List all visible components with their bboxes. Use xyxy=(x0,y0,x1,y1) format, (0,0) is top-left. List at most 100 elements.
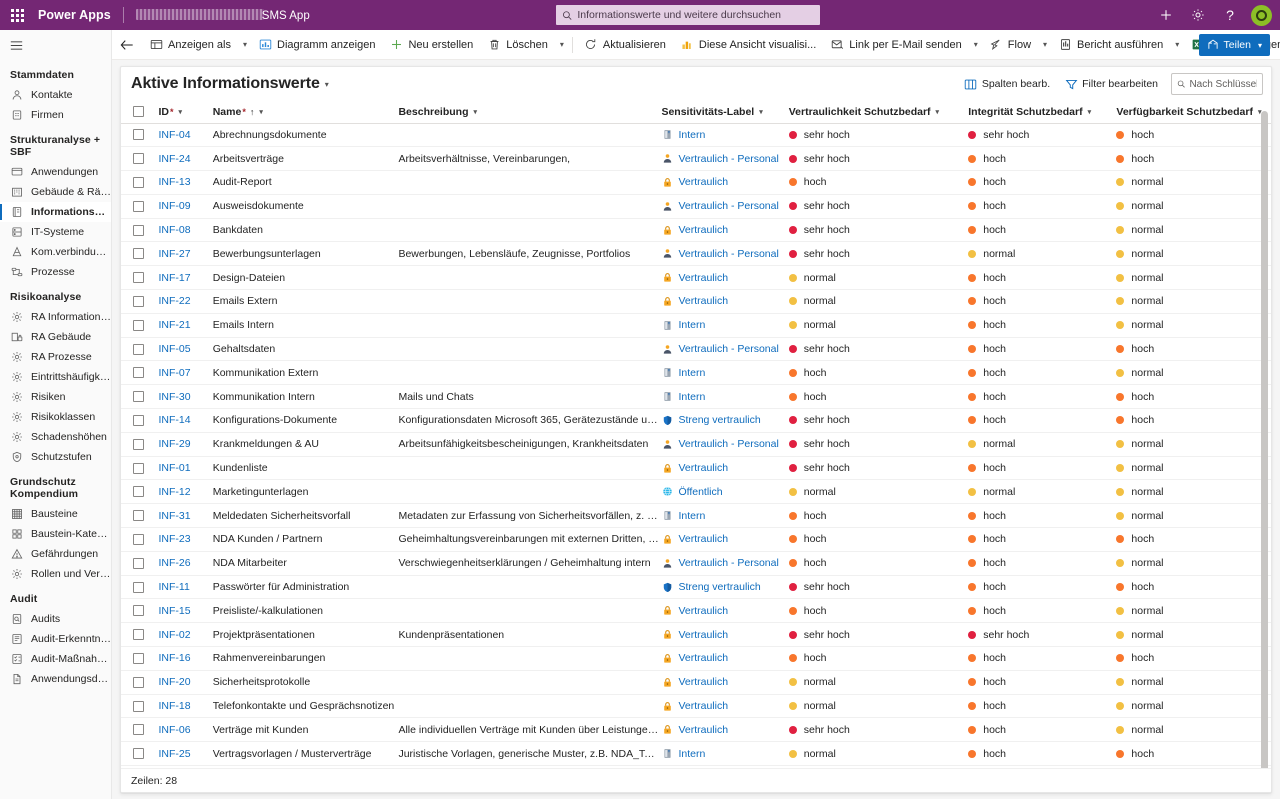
chevron-down-icon[interactable]: ▾ xyxy=(1257,108,1262,116)
row-select-cell[interactable] xyxy=(121,337,157,362)
row-select-cell[interactable] xyxy=(121,717,157,743)
row-checkbox[interactable] xyxy=(133,391,144,403)
row-select-cell[interactable] xyxy=(121,503,157,529)
table-row[interactable]: INF-04 Abrechnungsdokumente Intern sehr hoc… xyxy=(121,123,1271,148)
cell-sensitivitaet[interactable]: Intern xyxy=(659,503,787,529)
sidebar-item-rollen-und-verantwo[interactable]: Rollen und Verantwo... xyxy=(0,564,111,584)
select-all-header[interactable] xyxy=(121,101,157,124)
command-anzeigen-als[interactable]: Anzeigen als xyxy=(142,32,238,58)
command-flow[interactable]: Flow xyxy=(982,32,1038,58)
table-row[interactable]: INF-16 Rahmenvereinbarungen Vertraulich hoc… xyxy=(121,646,1271,671)
cell-id[interactable]: INF-08 xyxy=(156,218,211,243)
keyword-search-input[interactable] xyxy=(1189,78,1257,90)
sidebar-item-baustein-kategorien[interactable]: Baustein-Kategorien xyxy=(0,524,111,544)
table-row[interactable]: INF-29 Krankmeldungen & AU Arbeitsunfähigk… xyxy=(121,432,1271,457)
chevron-down-icon[interactable]: ▾ xyxy=(973,40,978,49)
cell-sensitivitaet[interactable]: Vertraulich xyxy=(659,598,787,624)
waffle-icon[interactable] xyxy=(0,0,34,30)
row-select-cell[interactable] xyxy=(121,741,157,767)
row-select-cell[interactable] xyxy=(121,575,157,600)
record-id-link[interactable]: INF-13 xyxy=(158,176,191,189)
select-all-checkbox[interactable] xyxy=(133,106,144,118)
record-id-link[interactable]: INF-05 xyxy=(158,343,191,356)
table-row[interactable]: INF-23 NDA Kunden / Partnern Geheimhaltung… xyxy=(121,527,1271,552)
row-select-cell[interactable] xyxy=(121,479,157,505)
cell-sensitivitaet[interactable]: Vertraulich xyxy=(659,670,787,695)
sidebar-item-ra-geb-ude[interactable]: RA Gebäude xyxy=(0,327,111,347)
cell-sensitivitaet[interactable]: Vertraulich xyxy=(659,218,787,243)
table-row[interactable]: INF-27 Bewerbungsunterlagen Bewerbungen, L… xyxy=(121,241,1271,267)
row-checkbox[interactable] xyxy=(133,343,144,355)
record-id-link[interactable]: INF-06 xyxy=(158,723,191,736)
column-header-integritaet[interactable]: Integrität Schutzbedarf ▾ xyxy=(966,101,1115,124)
row-checkbox[interactable] xyxy=(133,272,144,284)
record-id-link[interactable]: INF-17 xyxy=(158,271,191,284)
sidebar-item-audit-erkenntnisse[interactable]: Audit-Erkenntnisse xyxy=(0,629,111,649)
table-row[interactable]: INF-11 Passwörter für Administration Stren… xyxy=(121,575,1271,600)
chevron-down-icon[interactable]: ▾ xyxy=(759,108,763,116)
row-select-cell[interactable] xyxy=(121,384,157,410)
sidebar-item-schutzstufen[interactable]: Schutzstufen xyxy=(0,447,111,467)
row-checkbox[interactable] xyxy=(133,200,144,212)
cell-sensitivitaet[interactable]: Vertraulich - Personal xyxy=(659,551,787,576)
table-row[interactable]: INF-05 Gehaltsdaten Vertraulich - Personal… xyxy=(121,337,1271,362)
cell-id[interactable]: INF-01 xyxy=(156,456,211,481)
plus-icon[interactable] xyxy=(1152,1,1180,29)
row-checkbox[interactable] xyxy=(133,724,144,736)
record-id-link[interactable]: INF-31 xyxy=(158,509,191,522)
global-search-input[interactable] xyxy=(577,9,814,21)
cell-sensitivitaet[interactable]: Intern xyxy=(659,313,787,338)
cell-id[interactable]: INF-06 xyxy=(156,717,211,743)
row-checkbox[interactable] xyxy=(133,129,144,141)
row-checkbox[interactable] xyxy=(133,510,144,522)
row-checkbox[interactable] xyxy=(133,605,144,617)
cell-sensitivitaet[interactable]: Vertraulich xyxy=(659,717,787,743)
column-header-name[interactable]: Name * ↑ ▾ xyxy=(210,101,397,124)
app-name-label[interactable]: SMS App xyxy=(135,8,310,22)
table-row[interactable]: INF-07 Kommunikation Extern Intern hoch hoch… xyxy=(121,360,1271,386)
sidebar-item-audits[interactable]: Audits xyxy=(0,609,111,629)
record-id-link[interactable]: INF-11 xyxy=(158,581,190,594)
row-select-cell[interactable] xyxy=(121,146,157,172)
table-row[interactable]: INF-17 Design-Dateien Vertraulich normal hoc… xyxy=(121,265,1271,291)
table-row[interactable]: INF-26 NDA Mitarbeiter Verschwiegenheitser… xyxy=(121,551,1271,576)
cell-id[interactable]: INF-09 xyxy=(156,194,211,219)
record-id-link[interactable]: INF-25 xyxy=(158,747,191,760)
command-diese-ansicht-visualisi[interactable]: Diese Ansicht visualisi... xyxy=(673,32,823,58)
cell-id[interactable]: INF-05 xyxy=(156,337,211,362)
cell-id[interactable]: INF-04 xyxy=(156,123,211,148)
cell-id[interactable]: INF-31 xyxy=(156,503,211,529)
row-checkbox[interactable] xyxy=(133,414,144,426)
table-row[interactable]: INF-12 Marketingunterlagen Öffentlich norma… xyxy=(121,479,1271,505)
row-select-cell[interactable] xyxy=(121,123,157,148)
edit-filters-button[interactable]: Filter bearbeiten xyxy=(1058,72,1164,96)
table-row[interactable]: INF-30 Kommunikation Intern Mails und Chat… xyxy=(121,384,1271,410)
table-row[interactable]: INF-02 Projektpräsentationen Kundenpräsent… xyxy=(121,622,1271,648)
record-id-link[interactable]: INF-20 xyxy=(158,676,191,689)
cell-sensitivitaet[interactable]: Vertraulich - Personal xyxy=(659,194,787,219)
row-checkbox[interactable] xyxy=(133,629,144,641)
cell-sensitivitaet[interactable]: Öffentlich xyxy=(659,479,787,505)
sidebar-item-geb-ude-r-ume[interactable]: Gebäude & Räume xyxy=(0,182,111,202)
sidebar-item-audit-ma-nahmen[interactable]: Audit-Maßnahmen xyxy=(0,649,111,669)
sidebar-item-informationswerte[interactable]: Informationswerte xyxy=(0,202,111,222)
cell-sensitivitaet[interactable]: Vertraulich - Personal xyxy=(659,241,787,267)
row-checkbox[interactable] xyxy=(133,295,144,307)
row-select-cell[interactable] xyxy=(121,360,157,386)
table-row[interactable]: INF-06 Verträge mit Kunden Alle individuel… xyxy=(121,717,1271,743)
cell-sensitivitaet[interactable]: Vertraulich - Personal xyxy=(659,337,787,362)
sidebar-item-it-systeme[interactable]: IT-Systeme xyxy=(0,222,111,242)
row-checkbox[interactable] xyxy=(133,319,144,331)
table-row[interactable]: INF-24 Arbeitsverträge Arbeitsverhältnisse… xyxy=(121,146,1271,172)
sidebar-item-anwendungsdokum[interactable]: Anwendungsdokum... xyxy=(0,669,111,689)
sidebar-item-risikoklassen[interactable]: Risikoklassen xyxy=(0,407,111,427)
cell-id[interactable]: INF-16 xyxy=(156,646,211,671)
table-row[interactable]: INF-20 Sicherheitsprotokolle Vertraulich no… xyxy=(121,670,1271,695)
cell-id[interactable]: INF-24 xyxy=(156,146,211,172)
row-checkbox[interactable] xyxy=(133,652,144,664)
record-id-link[interactable]: INF-29 xyxy=(158,438,191,451)
table-row[interactable]: INF-01 Kundenliste Vertraulich sehr hoch hoc… xyxy=(121,456,1271,481)
record-id-link[interactable]: INF-04 xyxy=(158,128,191,141)
back-arrow-icon[interactable] xyxy=(120,32,134,58)
chevron-down-icon[interactable]: ▾ xyxy=(559,40,564,49)
